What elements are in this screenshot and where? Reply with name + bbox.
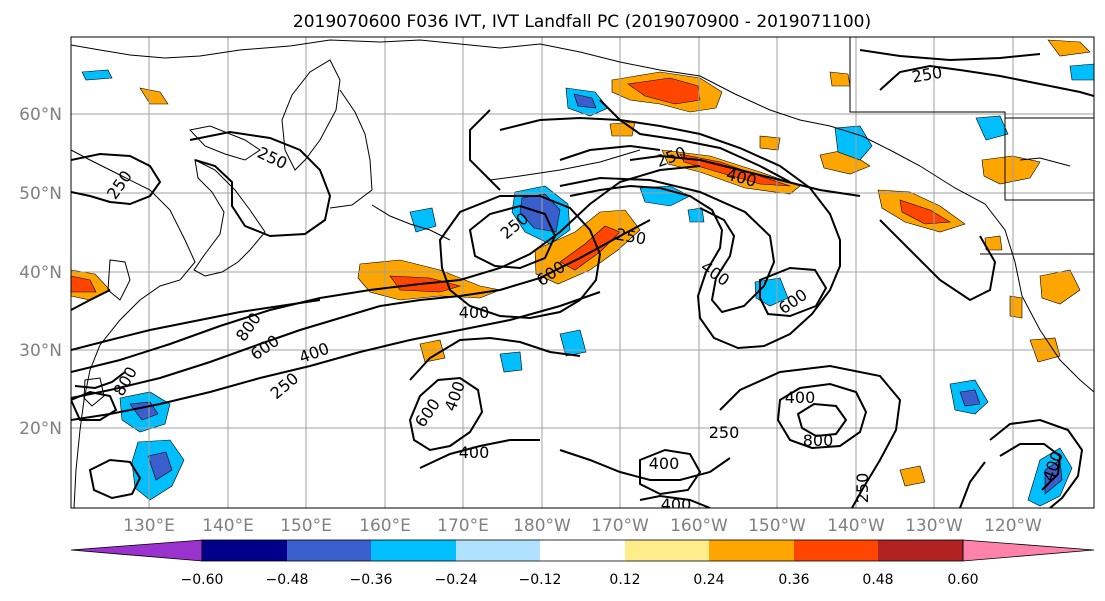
contour-label: 400 bbox=[459, 443, 490, 462]
contour-label: 400 bbox=[649, 454, 680, 473]
lon-label: 160°E bbox=[359, 516, 411, 536]
lon-label: 150°E bbox=[280, 516, 332, 536]
contour-label: 250 bbox=[709, 423, 740, 442]
colorbar-tick-label: −0.24 bbox=[435, 572, 478, 588]
contour-label: 400 bbox=[661, 495, 692, 514]
colorbar-tick-label: 0.12 bbox=[609, 572, 640, 588]
lat-label: 30°N bbox=[19, 341, 62, 361]
colorbar-extend-low bbox=[70, 539, 203, 562]
lon-label: 160°W bbox=[670, 516, 728, 536]
contour-label: 800 bbox=[803, 431, 834, 450]
colorbar-extend-high bbox=[962, 539, 1095, 562]
contour-label: 400 bbox=[459, 303, 490, 322]
colorbar-tick-label: 0.36 bbox=[778, 572, 809, 588]
lon-label: 180°W bbox=[513, 516, 571, 536]
colorbar bbox=[70, 539, 1095, 562]
colorbar-tick-label: −0.60 bbox=[181, 572, 224, 588]
colorbar-segment bbox=[878, 540, 963, 561]
contour-label: 250 bbox=[853, 473, 872, 504]
lon-label: 120°W bbox=[984, 516, 1042, 536]
colorbar-segment bbox=[456, 540, 540, 561]
lat-label: 40°N bbox=[19, 263, 62, 283]
lon-label: 130°E bbox=[123, 516, 175, 536]
colorbar-tick-label: 0.24 bbox=[693, 572, 724, 588]
figure-title: 2019070600 F036 IVT, IVT Landfall PC (20… bbox=[293, 12, 871, 32]
colorbar-tick-label: 0.48 bbox=[862, 572, 893, 588]
contour-label: 400 bbox=[785, 388, 816, 407]
lon-label: 140°E bbox=[202, 516, 254, 536]
colorbar-segment bbox=[287, 540, 371, 561]
colorbar-frame bbox=[201, 539, 964, 562]
coastlines bbox=[71, 37, 1094, 508]
latitude-labels: 20°N 30°N 40°N 50°N 60°N bbox=[19, 105, 62, 439]
colorbar-tick-label: −0.12 bbox=[519, 572, 562, 588]
longitude-labels: 130°E 140°E 150°E 160°E 170°E 180°W 170°… bbox=[123, 516, 1042, 536]
map-area: 250 250 250 250 250 250 250 250 250 400 … bbox=[71, 37, 1094, 514]
colorbar-segment bbox=[540, 540, 625, 561]
colorbar-tick-label: −0.36 bbox=[350, 572, 393, 588]
colorbar-tick-label: −0.48 bbox=[266, 572, 309, 588]
lat-label: 20°N bbox=[19, 419, 62, 439]
map-frame bbox=[70, 36, 1095, 509]
negative-anomaly-shading bbox=[81, 63, 1094, 507]
colorbar-tick-labels: −0.60 −0.48 −0.36 −0.24 −0.12 0.12 0.24 … bbox=[181, 572, 979, 588]
colorbar-segment bbox=[709, 540, 794, 561]
lat-label: 50°N bbox=[19, 184, 62, 204]
colorbar-segment bbox=[202, 540, 287, 561]
lon-label: 170°E bbox=[437, 516, 489, 536]
colorbar-segment bbox=[794, 540, 878, 561]
colorbar-tick-label: 0.60 bbox=[947, 572, 978, 588]
lon-label: 130°W bbox=[905, 516, 963, 536]
lon-label: 150°W bbox=[748, 516, 806, 536]
ivt-contours bbox=[71, 49, 1094, 508]
lon-label: 140°W bbox=[827, 516, 885, 536]
colorbar-segment bbox=[371, 540, 456, 561]
lat-label: 60°N bbox=[19, 105, 62, 125]
colorbar-segment bbox=[625, 540, 709, 561]
lon-label: 170°W bbox=[591, 516, 649, 536]
